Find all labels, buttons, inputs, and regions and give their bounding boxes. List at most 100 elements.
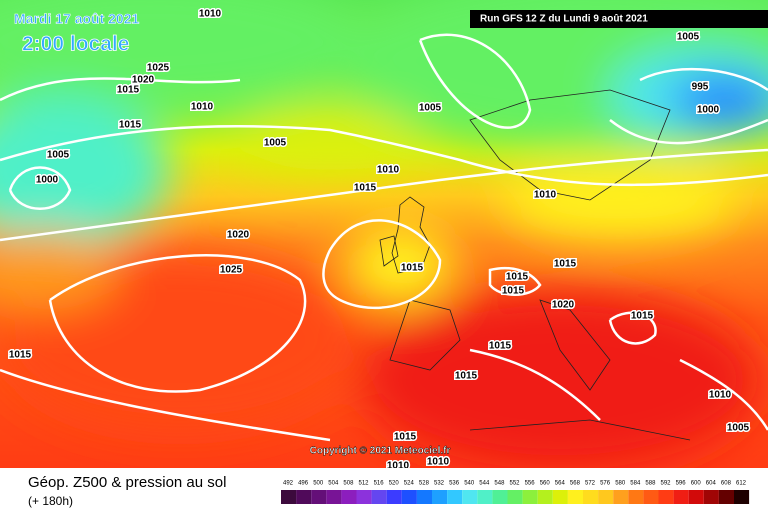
scale-swatch	[401, 490, 417, 504]
scale-label: 528	[419, 481, 430, 487]
isobar-label: 995	[692, 82, 709, 93]
isobar-label: 1015	[502, 286, 525, 297]
isobar-labels: 1010102510201015101010151005100010051005…	[7, 7, 751, 472]
isobar-label: 1000	[36, 175, 59, 186]
scale-swatch	[552, 490, 568, 504]
scale-swatch	[311, 490, 327, 504]
scale-swatch	[658, 490, 674, 504]
isobar-label: 1005	[47, 150, 70, 161]
scale-label: 492	[283, 481, 294, 487]
scale-label: 540	[464, 481, 475, 487]
scale-label: 564	[555, 481, 566, 487]
scale-swatch	[462, 490, 478, 504]
scale-label: 520	[389, 481, 400, 487]
scale-label: 512	[358, 481, 369, 487]
isobar-label: 1015	[117, 85, 140, 96]
scale-swatch	[371, 490, 387, 504]
scale-label: 544	[479, 481, 490, 487]
isobar-label: 1005	[727, 423, 750, 434]
scale-label: 516	[374, 481, 385, 487]
scale-label: 604	[706, 481, 717, 487]
scale-label: 508	[343, 481, 354, 487]
isobar-label: 1010	[191, 102, 214, 113]
copyright: Copyright © 2021 Meteociel.fr	[310, 446, 451, 457]
scale-swatch	[734, 490, 750, 504]
scale-swatch	[613, 490, 629, 504]
scale-swatch	[688, 490, 704, 504]
color-scale: 492 496 500 504 508 512 516 520 524 528 532 536 540 5…	[281, 481, 750, 504]
scale-label: 596	[676, 481, 687, 487]
scale-swatch	[296, 490, 312, 504]
scale-swatch	[598, 490, 614, 504]
scale-swatch	[341, 490, 357, 504]
isobar-label: 1015	[394, 432, 417, 443]
scale-label: 536	[449, 481, 460, 487]
isobar-label: 1020	[132, 75, 155, 86]
scale-swatch	[477, 490, 493, 504]
scale-swatch	[718, 490, 734, 504]
isobar-label: 1015	[506, 272, 529, 283]
scale-label: 592	[660, 481, 671, 487]
scale-swatch	[583, 490, 599, 504]
scale-label: 552	[509, 481, 520, 487]
isobar-label: 1015	[401, 263, 424, 274]
isobar-label: 1015	[9, 350, 32, 361]
isobar-label: 1000	[697, 105, 720, 116]
scale-swatch	[432, 490, 448, 504]
scale-swatch	[643, 490, 659, 504]
legend-lead: (+ 180h)	[28, 494, 73, 508]
scale-swatch	[628, 490, 644, 504]
scale-label: 556	[525, 481, 536, 487]
scale-swatch	[703, 490, 719, 504]
scale-swatch	[281, 490, 297, 504]
isobar-label: 1010	[709, 390, 732, 401]
scale-swatch	[386, 490, 402, 504]
scale-swatch	[673, 490, 689, 504]
scale-swatch	[507, 490, 523, 504]
isobar-label: 1015	[354, 183, 377, 194]
isobar-label: 1025	[147, 63, 170, 74]
forecast-date: Mardi 17 août 2021	[14, 11, 139, 27]
scale-swatch	[416, 490, 432, 504]
isobar-label: 1020	[227, 230, 250, 241]
run-info: Run GFS 12 Z du Lundi 9 août 2021	[480, 14, 648, 25]
scale-label: 500	[313, 481, 324, 487]
scale-swatch	[567, 490, 583, 504]
run-box	[470, 10, 768, 28]
isobar-label: 1010	[427, 457, 450, 468]
geopotential-field: 1010102510201015101010151005100010051005…	[0, 0, 768, 472]
scale-swatch	[447, 490, 463, 504]
scale-label: 612	[736, 481, 747, 487]
scale-label: 588	[645, 481, 656, 487]
isobar-label: 1010	[387, 461, 410, 472]
scale-label: 568	[570, 481, 581, 487]
isobar-label: 1005	[264, 138, 287, 149]
scale-label: 524	[404, 481, 415, 487]
isobar-label: 1025	[220, 265, 243, 276]
isobar-label: 1020	[552, 300, 575, 311]
isobar-label: 1005	[677, 32, 700, 43]
scale-label: 608	[721, 481, 732, 487]
forecast-time: 2:00 locale	[22, 33, 129, 56]
isobar-label: 1015	[455, 371, 478, 382]
isobar-label: 1015	[554, 259, 577, 270]
scale-swatch	[492, 490, 508, 504]
scale-swatch	[356, 490, 372, 504]
scale-label: 576	[600, 481, 611, 487]
scale-label: 560	[540, 481, 551, 487]
scale-label: 496	[298, 481, 309, 487]
isobar-label: 1005	[419, 103, 442, 114]
scale-label: 532	[434, 481, 445, 487]
scale-swatch	[326, 490, 342, 504]
isobar-label: 1010	[534, 190, 557, 201]
legend-title: Géop. Z500 & pression au sol	[28, 474, 226, 491]
scale-label: 572	[585, 481, 596, 487]
scale-label: 548	[494, 481, 505, 487]
isobar-label: 1010	[377, 165, 400, 176]
scale-label: 580	[615, 481, 626, 487]
scale-swatch	[537, 490, 553, 504]
scale-label: 504	[328, 481, 339, 487]
isobar-label: 1015	[489, 341, 512, 352]
scale-label: 584	[630, 481, 641, 487]
